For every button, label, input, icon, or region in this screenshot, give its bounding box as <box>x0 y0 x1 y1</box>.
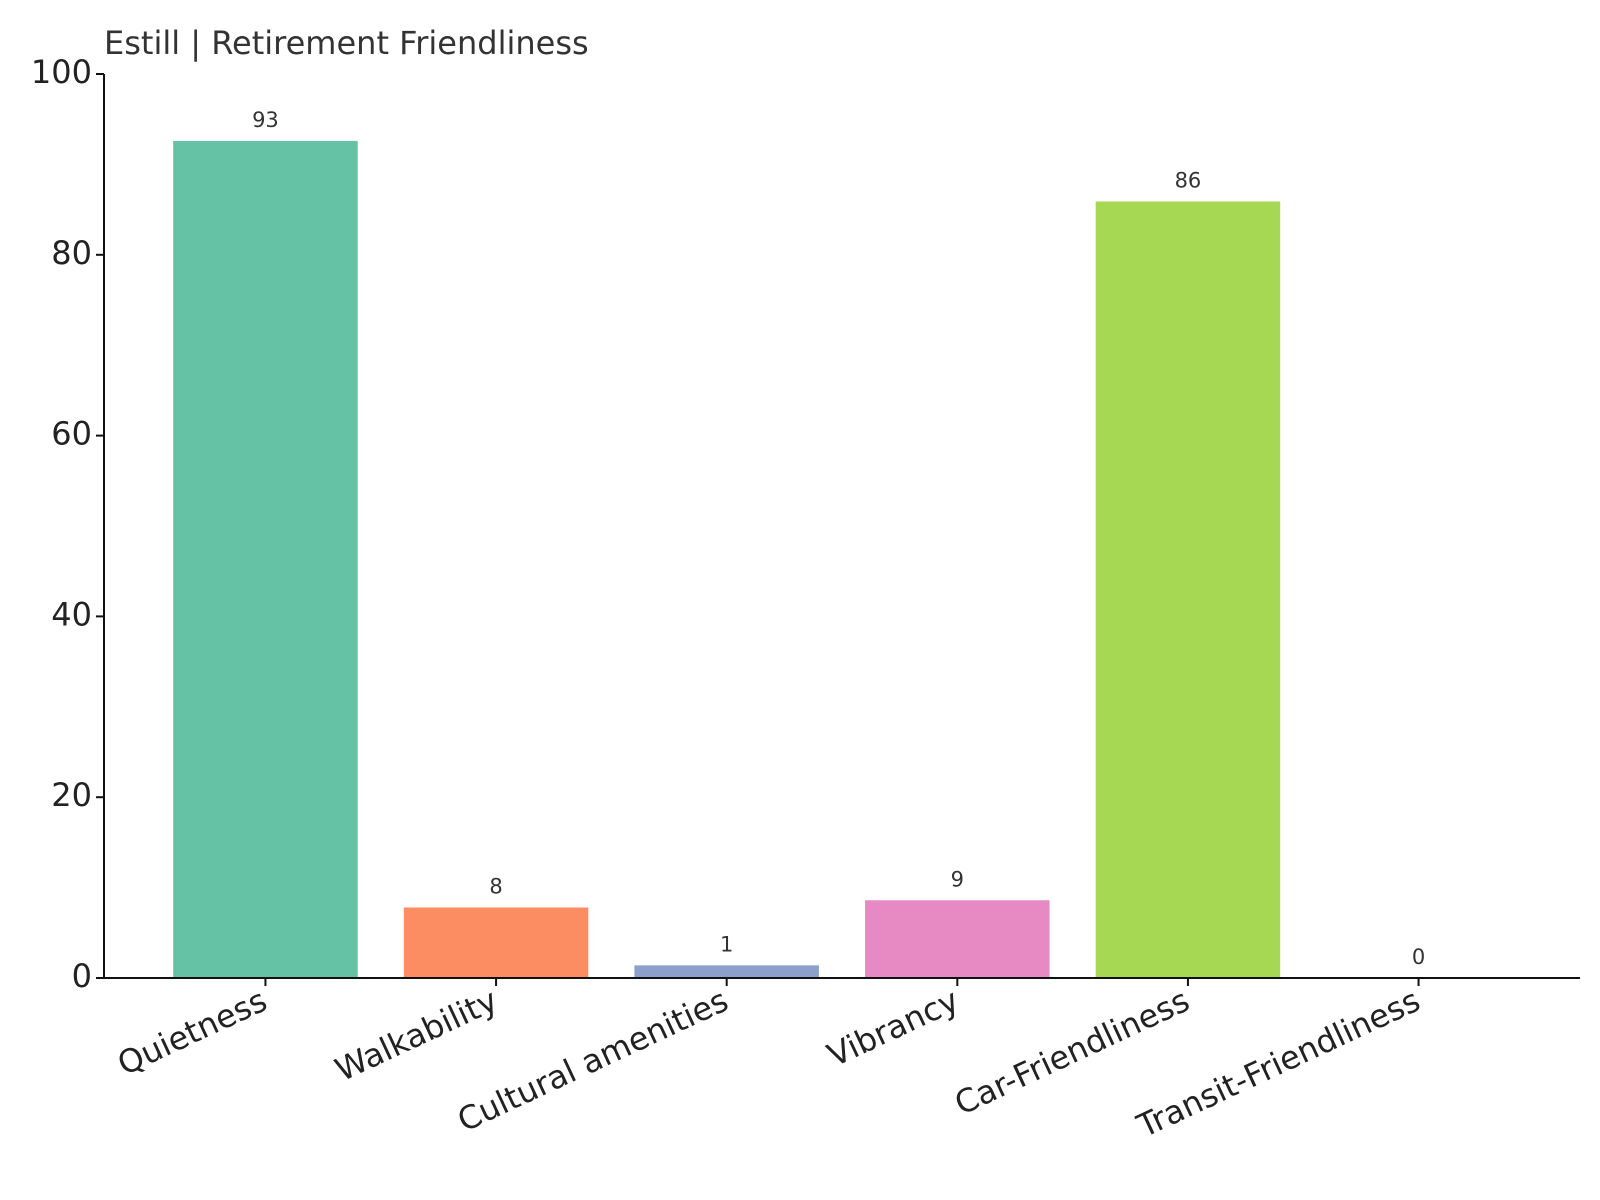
y-tick-label: 60 <box>51 415 92 453</box>
x-tick-label: Quietness <box>112 981 273 1083</box>
bar <box>403 907 589 978</box>
value-label: 86 <box>1175 168 1202 192</box>
y-tick-label: 100 <box>31 53 92 91</box>
bar <box>865 900 1050 978</box>
value-label: 9 <box>951 867 964 891</box>
y-tick-label: 0 <box>72 957 92 995</box>
x-tick-label: Vibrancy <box>822 981 965 1075</box>
value-label: 93 <box>252 108 279 132</box>
bar <box>1095 201 1281 979</box>
bar <box>634 965 819 978</box>
value-label: 0 <box>1412 945 1425 969</box>
value-label: 8 <box>489 874 502 898</box>
x-tick-label: Walkability <box>329 981 503 1089</box>
value-label: 1 <box>720 932 733 956</box>
y-tick-label: 80 <box>51 234 92 272</box>
y-tick-label: 40 <box>51 595 92 633</box>
bar <box>173 140 358 978</box>
y-tick-label: 20 <box>51 776 92 814</box>
chart-title: Estill | Retirement Friendliness <box>104 24 589 62</box>
